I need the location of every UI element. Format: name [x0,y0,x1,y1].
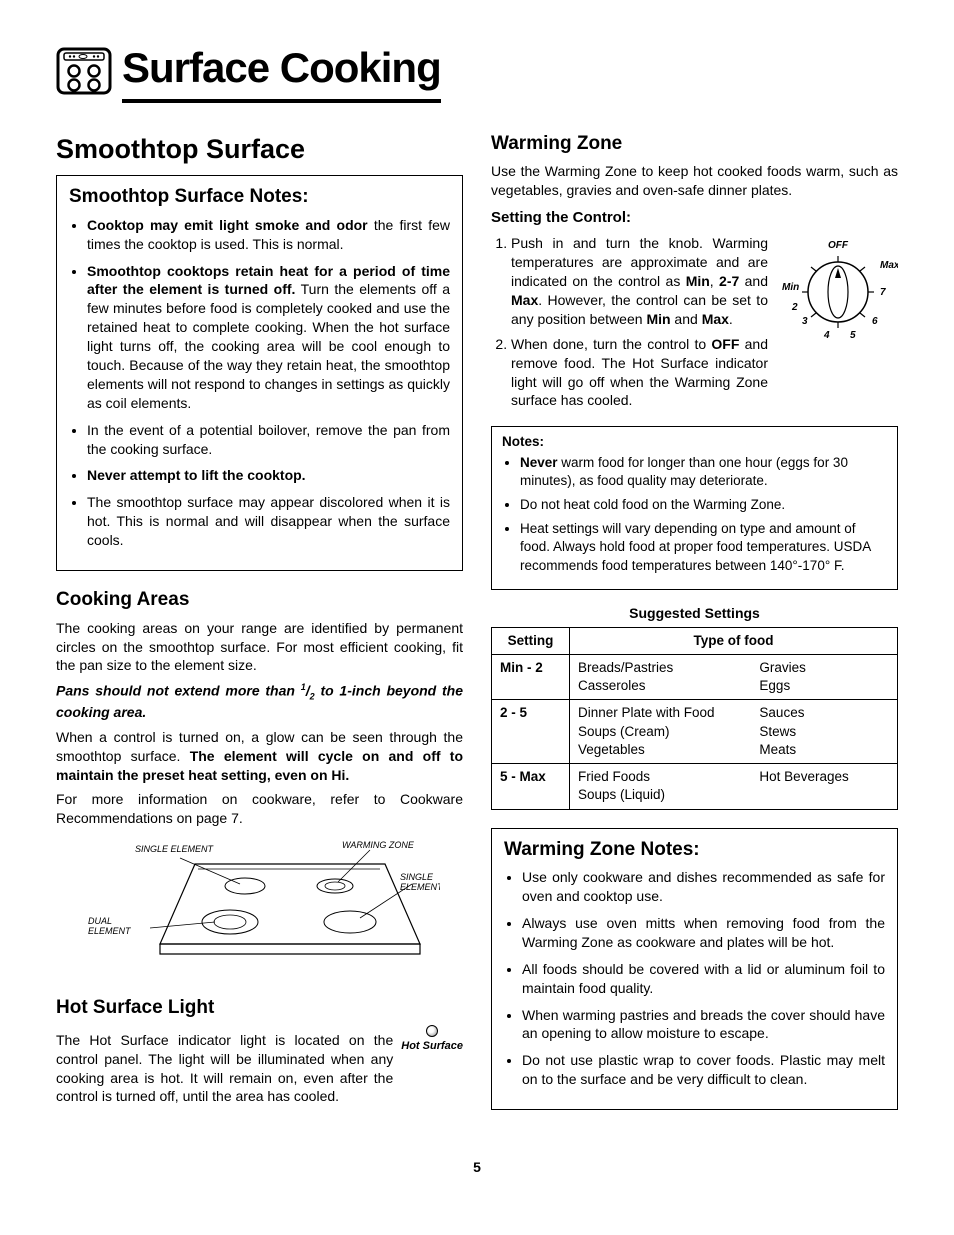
settings-table: Setting Type of food Min - 2 Breads/Past… [491,627,898,810]
setting-control-heading: Setting the Control: [491,208,898,228]
list-item: In the event of a potential boilover, re… [87,421,450,459]
page-number: 5 [56,1158,898,1177]
table-caption: Suggested Settings [491,604,898,623]
cooking-areas-p3: When a control is turned on, a glow can … [56,728,463,785]
cooking-areas-p1: The cooking areas on your range are iden… [56,619,463,676]
warming-zone-notes-box: Warming Zone Notes: Use only cookware an… [491,828,898,1111]
svg-text:4: 4 [823,330,830,341]
knob-diagram: OFF Max 7 6 5 4 3 2 Min [778,230,898,350]
svg-text:SINGLE ELEMENT: SINGLE ELEMENT [135,844,215,854]
table-row: Min - 2 Breads/Pastries CasserolesGravie… [492,655,898,700]
page-header: Surface Cooking [56,40,898,103]
list-item: Cooktop may emit light smoke and odor th… [87,216,450,254]
svg-text:6: 6 [872,316,878,327]
list-item: Do not use plastic wrap to cover foods. … [522,1051,885,1089]
svg-text:WARMING ZONE: WARMING ZONE [342,840,415,850]
list-item: Never warm food for longer than one hour… [520,454,887,490]
list-item: The smoothtop surface may appear discolo… [87,493,450,550]
hot-surface-text: The Hot Surface indicator light is locat… [56,1031,393,1107]
list-item: Smoothtop cooktops retain heat for a per… [87,262,450,413]
list-item: Push in and turn the knob. Warming tempe… [511,234,768,328]
wz-notes-title: Warming Zone Notes: [504,837,885,863]
notes-label: Notes: [502,434,544,449]
svg-text:7: 7 [880,287,886,298]
hot-surface-heading: Hot Surface Light [56,995,463,1021]
warming-zone-intro: Use the Warming Zone to keep hot cooked … [491,162,898,200]
hot-surface-icon: Hot Surface [401,1025,463,1054]
svg-text:5: 5 [850,330,856,341]
svg-text:Max: Max [880,260,898,271]
list-item: When warming pastries and breads the cov… [522,1006,885,1044]
list-item: Heat settings will vary depending on typ… [520,520,887,575]
svg-text:3: 3 [802,316,808,327]
table-row: 5 - Max Fried Foods Soups (Liquid)Hot Be… [492,764,898,809]
list-item: Always use oven mitts when removing food… [522,914,885,952]
svg-text:Min: Min [782,282,799,293]
svg-text:SINGLEELEMENT: SINGLEELEMENT [400,872,440,892]
cooktop-diagram: SINGLE ELEMENT WARMING ZONE SINGLEELEMEN… [56,834,463,979]
table-row: 2 - 5 Dinner Plate with Food Soups (Crea… [492,700,898,764]
list-item: All foods should be covered with a lid o… [522,960,885,998]
warming-zone-heading: Warming Zone [491,131,898,157]
left-column: Smoothtop Surface Smoothtop Surface Note… [56,131,463,1126]
svg-text:OFF: OFF [828,240,849,251]
smoothtop-notes-box: Smoothtop Surface Notes: Cooktop may emi… [56,175,463,571]
page-title: Surface Cooking [122,40,441,103]
table-header: Type of food [570,627,898,654]
right-column: Warming Zone Use the Warming Zone to kee… [491,131,898,1126]
svg-text:DUALELEMENT: DUALELEMENT [88,916,132,936]
list-item: When done, turn the control to OFF and r… [511,335,768,411]
setting-steps: Push in and turn the knob. Warming tempe… [491,234,768,416]
table-header: Setting [492,627,570,654]
cooking-areas-heading: Cooking Areas [56,587,463,613]
wz-inner-notes: Notes: Never warm food for longer than o… [491,426,898,590]
smoothtop-notes-title: Smoothtop Surface Notes: [69,184,450,210]
list-item: Do not heat cold food on the Warming Zon… [520,496,887,514]
smoothtop-heading: Smoothtop Surface [56,131,463,167]
list-item: Never attempt to lift the cooktop. [87,466,450,485]
list-item: Use only cookware and dishes recommended… [522,868,885,906]
svg-text:2: 2 [791,302,798,313]
cooking-areas-p4: For more information on cookware, refer … [56,790,463,828]
smoothtop-notes-list: Cooktop may emit light smoke and odor th… [69,216,450,550]
cooking-areas-p2: Pans should not extend more than 1/2 to … [56,681,463,721]
stove-icon [56,47,112,95]
